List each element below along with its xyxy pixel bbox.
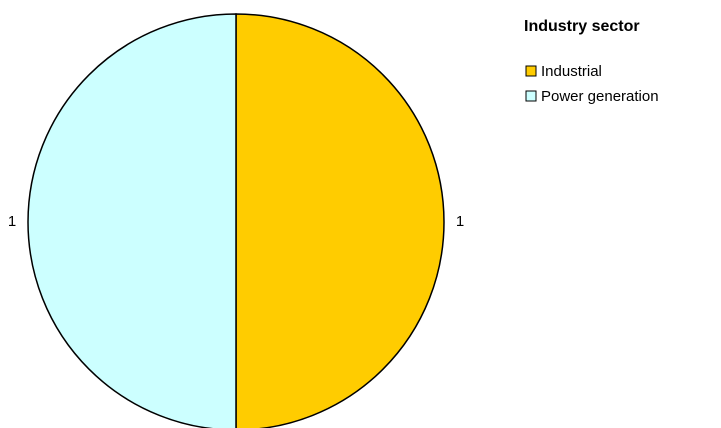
data-label: 1 <box>456 213 464 230</box>
legend-label: Power generation <box>541 88 659 105</box>
legend-title: Industry sector <box>524 18 640 35</box>
legend-label: Industrial <box>541 63 602 80</box>
legend-swatch <box>525 65 537 77</box>
data-label: 1 <box>8 213 16 230</box>
legend-swatch <box>525 90 537 102</box>
pie-slice <box>235 13 445 428</box>
pie-slice <box>27 13 237 428</box>
